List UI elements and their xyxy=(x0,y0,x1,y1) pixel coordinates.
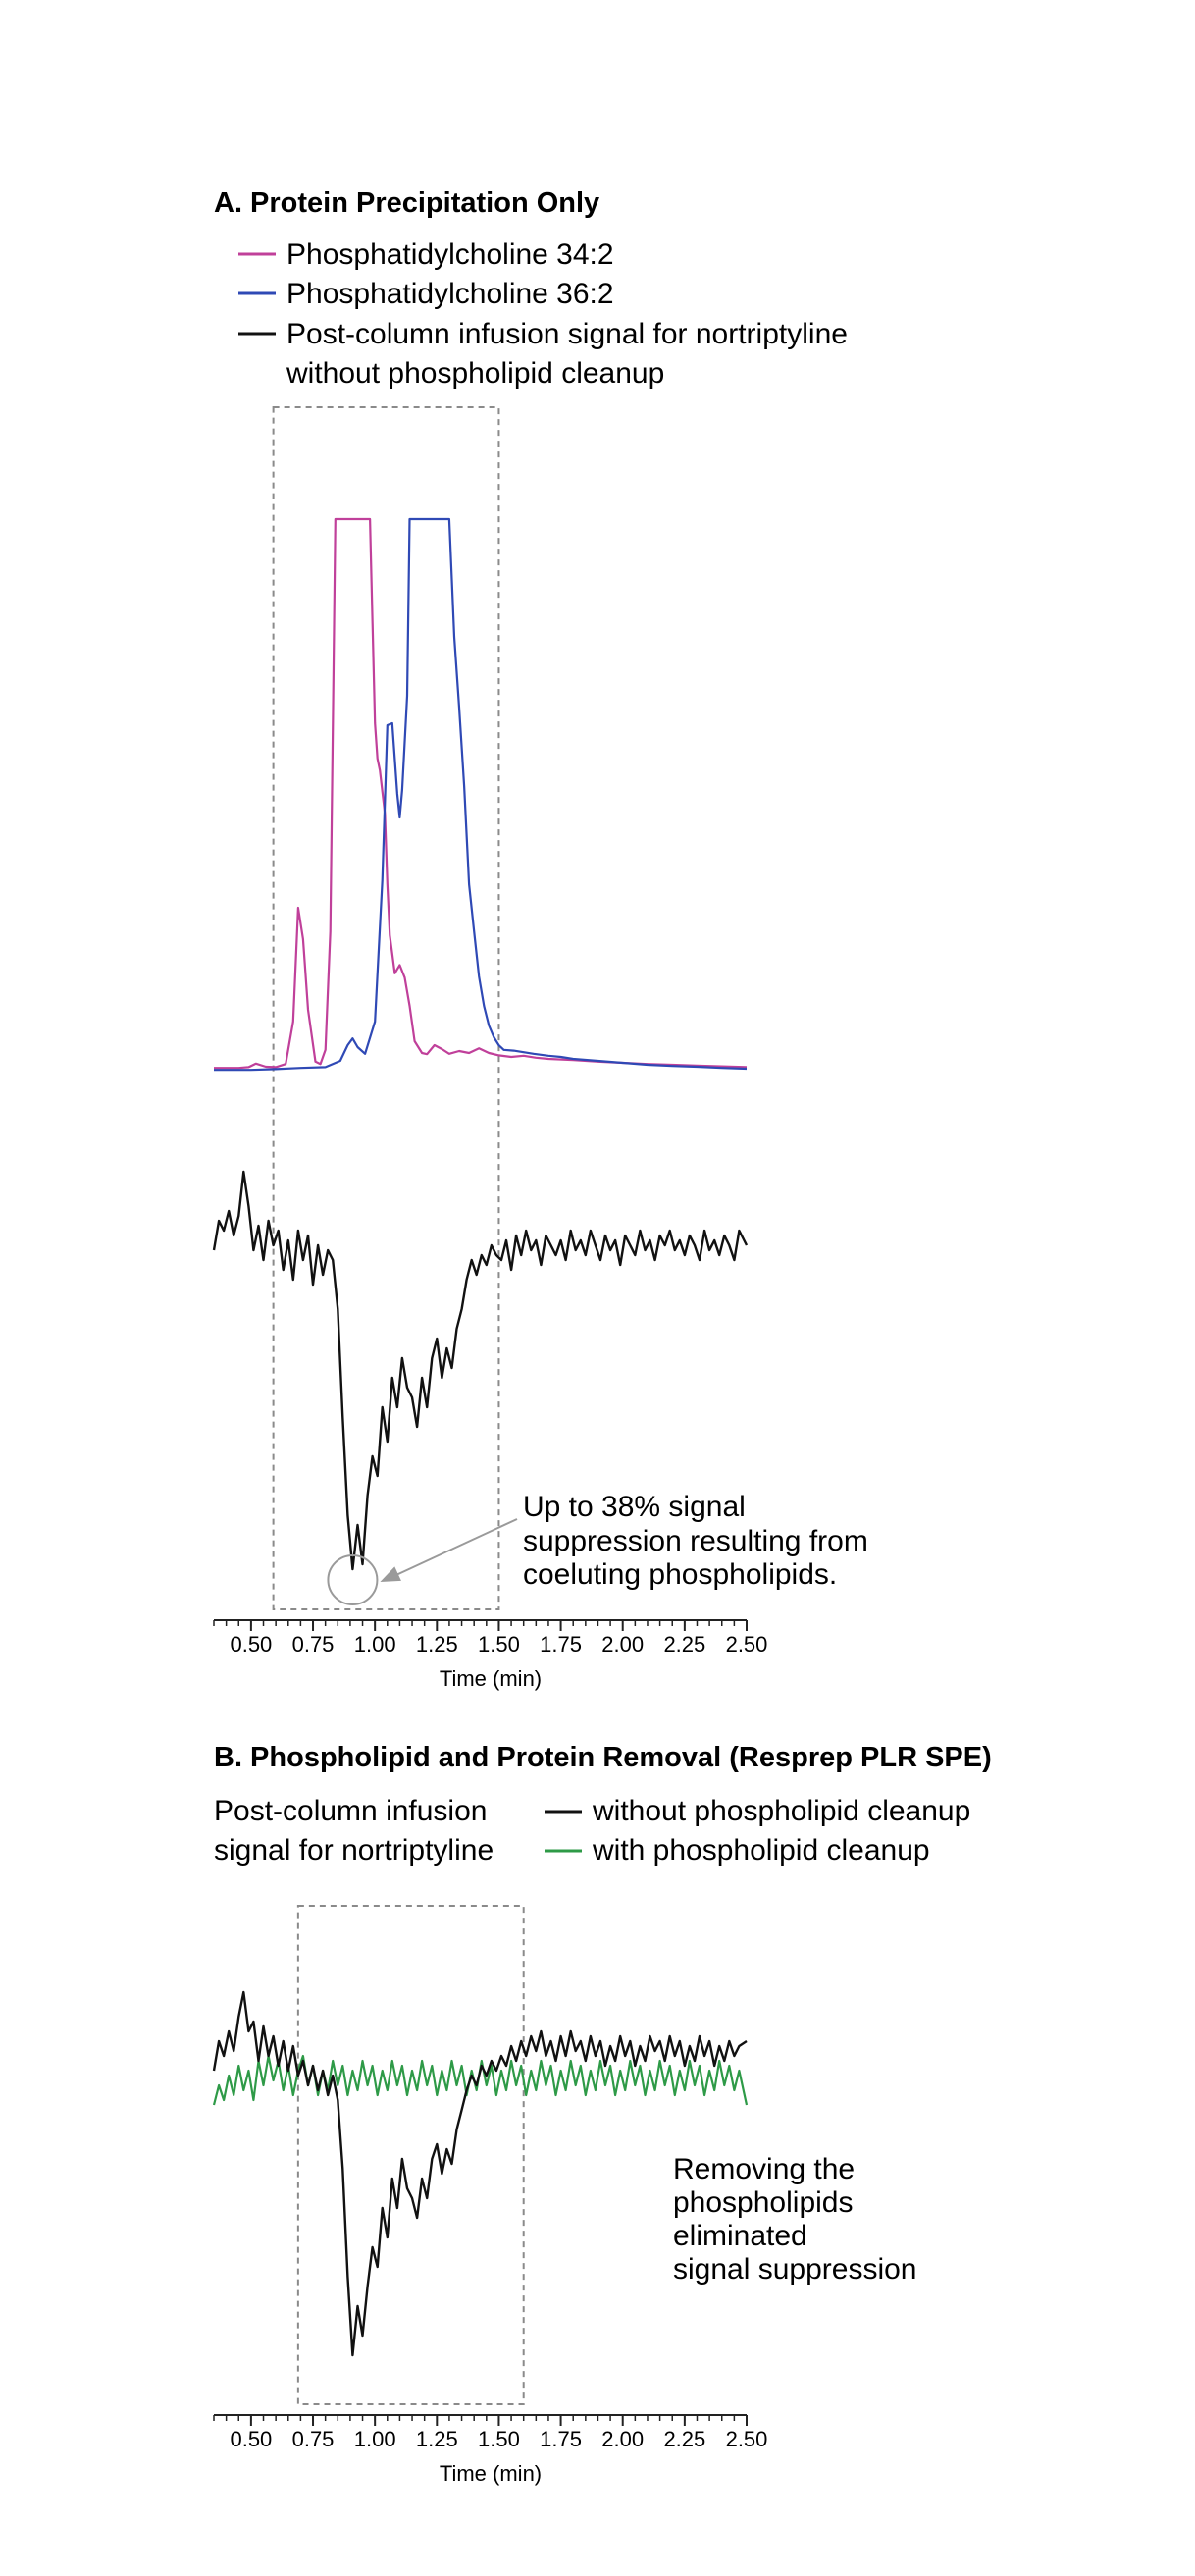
x-tick-label: 1.25 xyxy=(416,1632,458,1656)
x-tick-label: 2.50 xyxy=(726,2427,768,2451)
x-tick-label: 1.50 xyxy=(478,2427,520,2451)
series-pc362 xyxy=(214,517,748,1072)
annotation-arrowhead xyxy=(380,1566,401,1582)
panel-a-legend: Phosphatidylcholine 34:2 Phosphatidylcho… xyxy=(238,238,848,390)
series-nortriptyline-without-cleanup xyxy=(212,1170,749,1571)
x-tick-label: 2.00 xyxy=(601,2427,644,2451)
panel-b-legend: Post-column infusion signal for nortript… xyxy=(214,1795,970,1866)
legend-label-pc362: Phosphatidylcholine 36:2 xyxy=(286,278,614,310)
annotation-arrow-line xyxy=(391,1518,518,1578)
annotation-b-line-4: signal suppression xyxy=(673,2253,916,2286)
x-tick-label: 2.25 xyxy=(663,1632,705,1656)
x-tick-label: 0.75 xyxy=(292,1632,335,1656)
suppression-circle xyxy=(327,1554,379,1605)
panel-b-title: B. Phospholipid and Protein Removal (Res… xyxy=(214,1742,992,1773)
panel-a-x-axis: 0.50 0.75 1.00 1.25 1.50 1.75 2.00 2.25 2.50 xyxy=(213,1619,768,1656)
legend-label-pc342: Phosphatidylcholine 34:2 xyxy=(286,238,614,271)
panel-b: B. Phospholipid and Protein Removal (Res… xyxy=(212,1742,992,2486)
panel-a-title: A. Protein Precipitation Only xyxy=(214,187,599,219)
annotation-line-1: Up to 38% signal xyxy=(523,1491,746,1523)
x-tick-label: 1.00 xyxy=(354,2427,396,2451)
panel-a-x-axis-label: Time (min) xyxy=(440,1666,542,1691)
panel-b-annotation: Removing the phospholipids eliminated si… xyxy=(673,2153,916,2286)
x-tick-label: 2.50 xyxy=(726,1632,768,1656)
x-tick-label: 2.00 xyxy=(601,1632,644,1656)
panel-b-x-axis-label: Time (min) xyxy=(440,2461,542,2486)
legend-header-line1: Post-column infusion xyxy=(214,1795,487,1827)
x-tick-label: 0.50 xyxy=(230,1632,272,1656)
annotation-b-line-1: Removing the xyxy=(673,2153,855,2185)
panel-a-highlight-box xyxy=(272,406,500,1610)
panel-b-x-axis: 0.50 0.75 1.00 1.25 1.50 1.75 2.00 2.25 2.50 xyxy=(213,2414,768,2451)
x-tick-label: 0.50 xyxy=(230,2427,272,2451)
legend-label-with: with phospholipid cleanup xyxy=(592,1834,930,1866)
x-tick-label: 1.75 xyxy=(540,2427,582,2451)
legend-header-line2: signal for nortriptyline xyxy=(214,1834,494,1866)
legend-label-nortriptyline-line2: without phospholipid cleanup xyxy=(286,357,664,390)
series-pc342 xyxy=(214,517,748,1070)
x-tick-label: 0.75 xyxy=(292,2427,335,2451)
series-with-cleanup xyxy=(212,2054,749,2106)
legend-label-without: without phospholipid cleanup xyxy=(592,1795,970,1827)
x-tick-label: 1.25 xyxy=(416,2427,458,2451)
x-tick-label: 2.25 xyxy=(663,2427,705,2451)
panel-a-annotation: Up to 38% signal suppression resulting f… xyxy=(327,1491,868,1605)
series-without-cleanup xyxy=(212,1990,748,2357)
x-tick-label: 1.00 xyxy=(354,1632,396,1656)
legend-label-nortriptyline: Post-column infusion signal for nortript… xyxy=(286,318,848,350)
panel-a: A. Protein Precipitation Only Phosphatid… xyxy=(212,187,868,1691)
annotation-b-line-2: phospholipids xyxy=(673,2186,853,2219)
x-tick-label: 1.50 xyxy=(478,1632,520,1656)
panel-b-highlight-box xyxy=(296,1905,525,2405)
panel-a-plot xyxy=(212,517,749,1571)
panel-b-plot xyxy=(212,1990,749,2357)
annotation-line-2: suppression resulting from xyxy=(523,1525,868,1557)
annotation-line-3: coeluting phospholipids. xyxy=(523,1558,837,1591)
x-tick-label: 1.75 xyxy=(540,1632,582,1656)
annotation-b-line-3: eliminated xyxy=(673,2220,807,2252)
